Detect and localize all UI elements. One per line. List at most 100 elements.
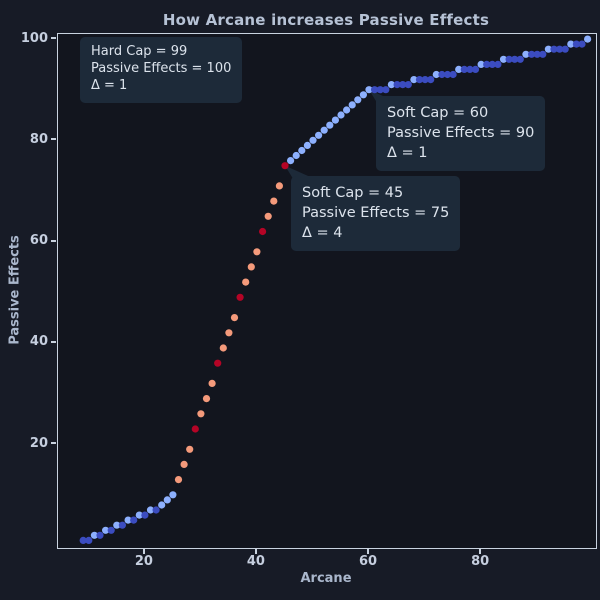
scatter-point xyxy=(393,81,401,89)
scatter-point xyxy=(180,460,188,468)
scatter-point xyxy=(102,526,110,534)
scatter-point xyxy=(303,141,311,149)
x-tick-mark xyxy=(479,548,482,554)
scatter-point xyxy=(174,476,183,484)
scatter-point xyxy=(511,55,519,63)
scatter-point xyxy=(197,410,205,418)
scatter-point xyxy=(281,162,289,170)
scatter-point xyxy=(488,60,496,68)
y-tick-label: 40 xyxy=(29,334,48,350)
y-axis-label: Passive Effects xyxy=(7,235,23,345)
scatter-point xyxy=(85,536,93,544)
y-tick-label: 80 xyxy=(29,131,48,147)
scatter-point xyxy=(443,70,452,79)
annotation-line: Soft Cap = 45 xyxy=(302,185,404,201)
scatter-point xyxy=(516,55,524,63)
scatter-point xyxy=(124,516,132,524)
scatter-point xyxy=(315,131,323,139)
scatter-point xyxy=(169,491,177,499)
x-tick-label: 60 xyxy=(358,554,378,569)
y-tick-mark xyxy=(50,239,56,242)
scatter-point xyxy=(96,531,104,539)
scatter-point xyxy=(387,81,395,89)
scatter-point xyxy=(191,425,199,433)
annotation-line: Δ = 4 xyxy=(302,225,343,241)
scatter-point xyxy=(141,511,149,519)
scatter-point xyxy=(208,379,216,387)
scatter-point xyxy=(107,526,115,534)
scatter-point xyxy=(90,531,98,539)
y-tick-mark xyxy=(50,138,56,141)
scatter-point xyxy=(337,111,345,119)
x-tick-label: 80 xyxy=(471,554,490,569)
scatter-point xyxy=(320,126,328,134)
scatter-point xyxy=(432,70,440,79)
scatter-point xyxy=(550,45,558,53)
scatter-point xyxy=(533,50,541,58)
scatter-point xyxy=(427,76,435,84)
x-tick-mark xyxy=(254,548,257,554)
scatter-point xyxy=(247,263,255,271)
annotation-line: Passive Effects = 90 xyxy=(387,125,535,141)
scatter-point xyxy=(326,121,334,129)
scatter-point xyxy=(152,506,160,514)
scatter-point xyxy=(499,55,508,63)
scatter-point xyxy=(242,278,250,286)
scatter-point xyxy=(214,359,222,367)
y-tick-label: 20 xyxy=(29,435,48,451)
scatter-point xyxy=(471,65,480,73)
scatter-point xyxy=(287,157,295,165)
scatter-point xyxy=(219,344,227,352)
x-tick-label: 20 xyxy=(134,554,153,569)
scatter-point xyxy=(343,106,351,114)
scatter-point xyxy=(544,45,552,53)
x-tick-label: 40 xyxy=(246,554,265,569)
scatter-point xyxy=(230,314,239,322)
scatter-point xyxy=(567,40,575,48)
scatter-point xyxy=(505,55,513,63)
annotation-pointer xyxy=(284,165,314,179)
annotation-line: Soft Cap = 60 xyxy=(387,105,489,121)
scatter-point xyxy=(225,329,233,337)
scatter-point xyxy=(376,86,384,94)
scatter-point xyxy=(438,70,446,79)
annotation-line: Hard Cap = 99 xyxy=(91,44,188,59)
y-tick-mark xyxy=(50,442,56,445)
scatter-point xyxy=(522,50,530,58)
scatter-point xyxy=(298,146,306,155)
y-tick-mark xyxy=(50,37,56,40)
scatter-point xyxy=(382,86,390,94)
scatter-point xyxy=(118,521,126,529)
annotation-soft-cap-60: Soft Cap = 60 Passive Effects = 90 Δ = 1 xyxy=(376,96,546,171)
scatter-point xyxy=(365,86,373,94)
scatter-point xyxy=(455,65,463,73)
scatter-point xyxy=(572,40,581,48)
scatter-point xyxy=(359,91,367,99)
scatter-point xyxy=(354,96,362,104)
scatter-point xyxy=(113,521,121,529)
scatter-point xyxy=(130,516,138,524)
scatter-point xyxy=(259,227,267,236)
scatter-point xyxy=(371,86,379,94)
scatter-point xyxy=(460,65,468,73)
scatter-point xyxy=(348,101,356,109)
scatter-point xyxy=(158,501,166,509)
x-tick-mark xyxy=(367,548,370,554)
scatter-point xyxy=(309,136,317,144)
scatter-point xyxy=(528,50,536,58)
scatter-point xyxy=(264,212,272,220)
scatter-point xyxy=(415,76,424,84)
scatter-point xyxy=(584,35,592,43)
annotation-hard-cap: Hard Cap = 99 Passive Effects = 100 Δ = … xyxy=(80,37,243,103)
scatter-point xyxy=(421,76,429,84)
scatter-point xyxy=(556,45,564,53)
scatter-point xyxy=(410,76,418,84)
scatter-point xyxy=(561,45,569,53)
scatter-point xyxy=(399,81,407,89)
scatter-point xyxy=(135,511,143,519)
scatter-point xyxy=(292,151,300,160)
annotation-line: Passive Effects = 100 xyxy=(91,60,232,76)
scatter-point xyxy=(275,182,283,190)
annotation-line: Passive Effects = 75 xyxy=(302,205,450,221)
